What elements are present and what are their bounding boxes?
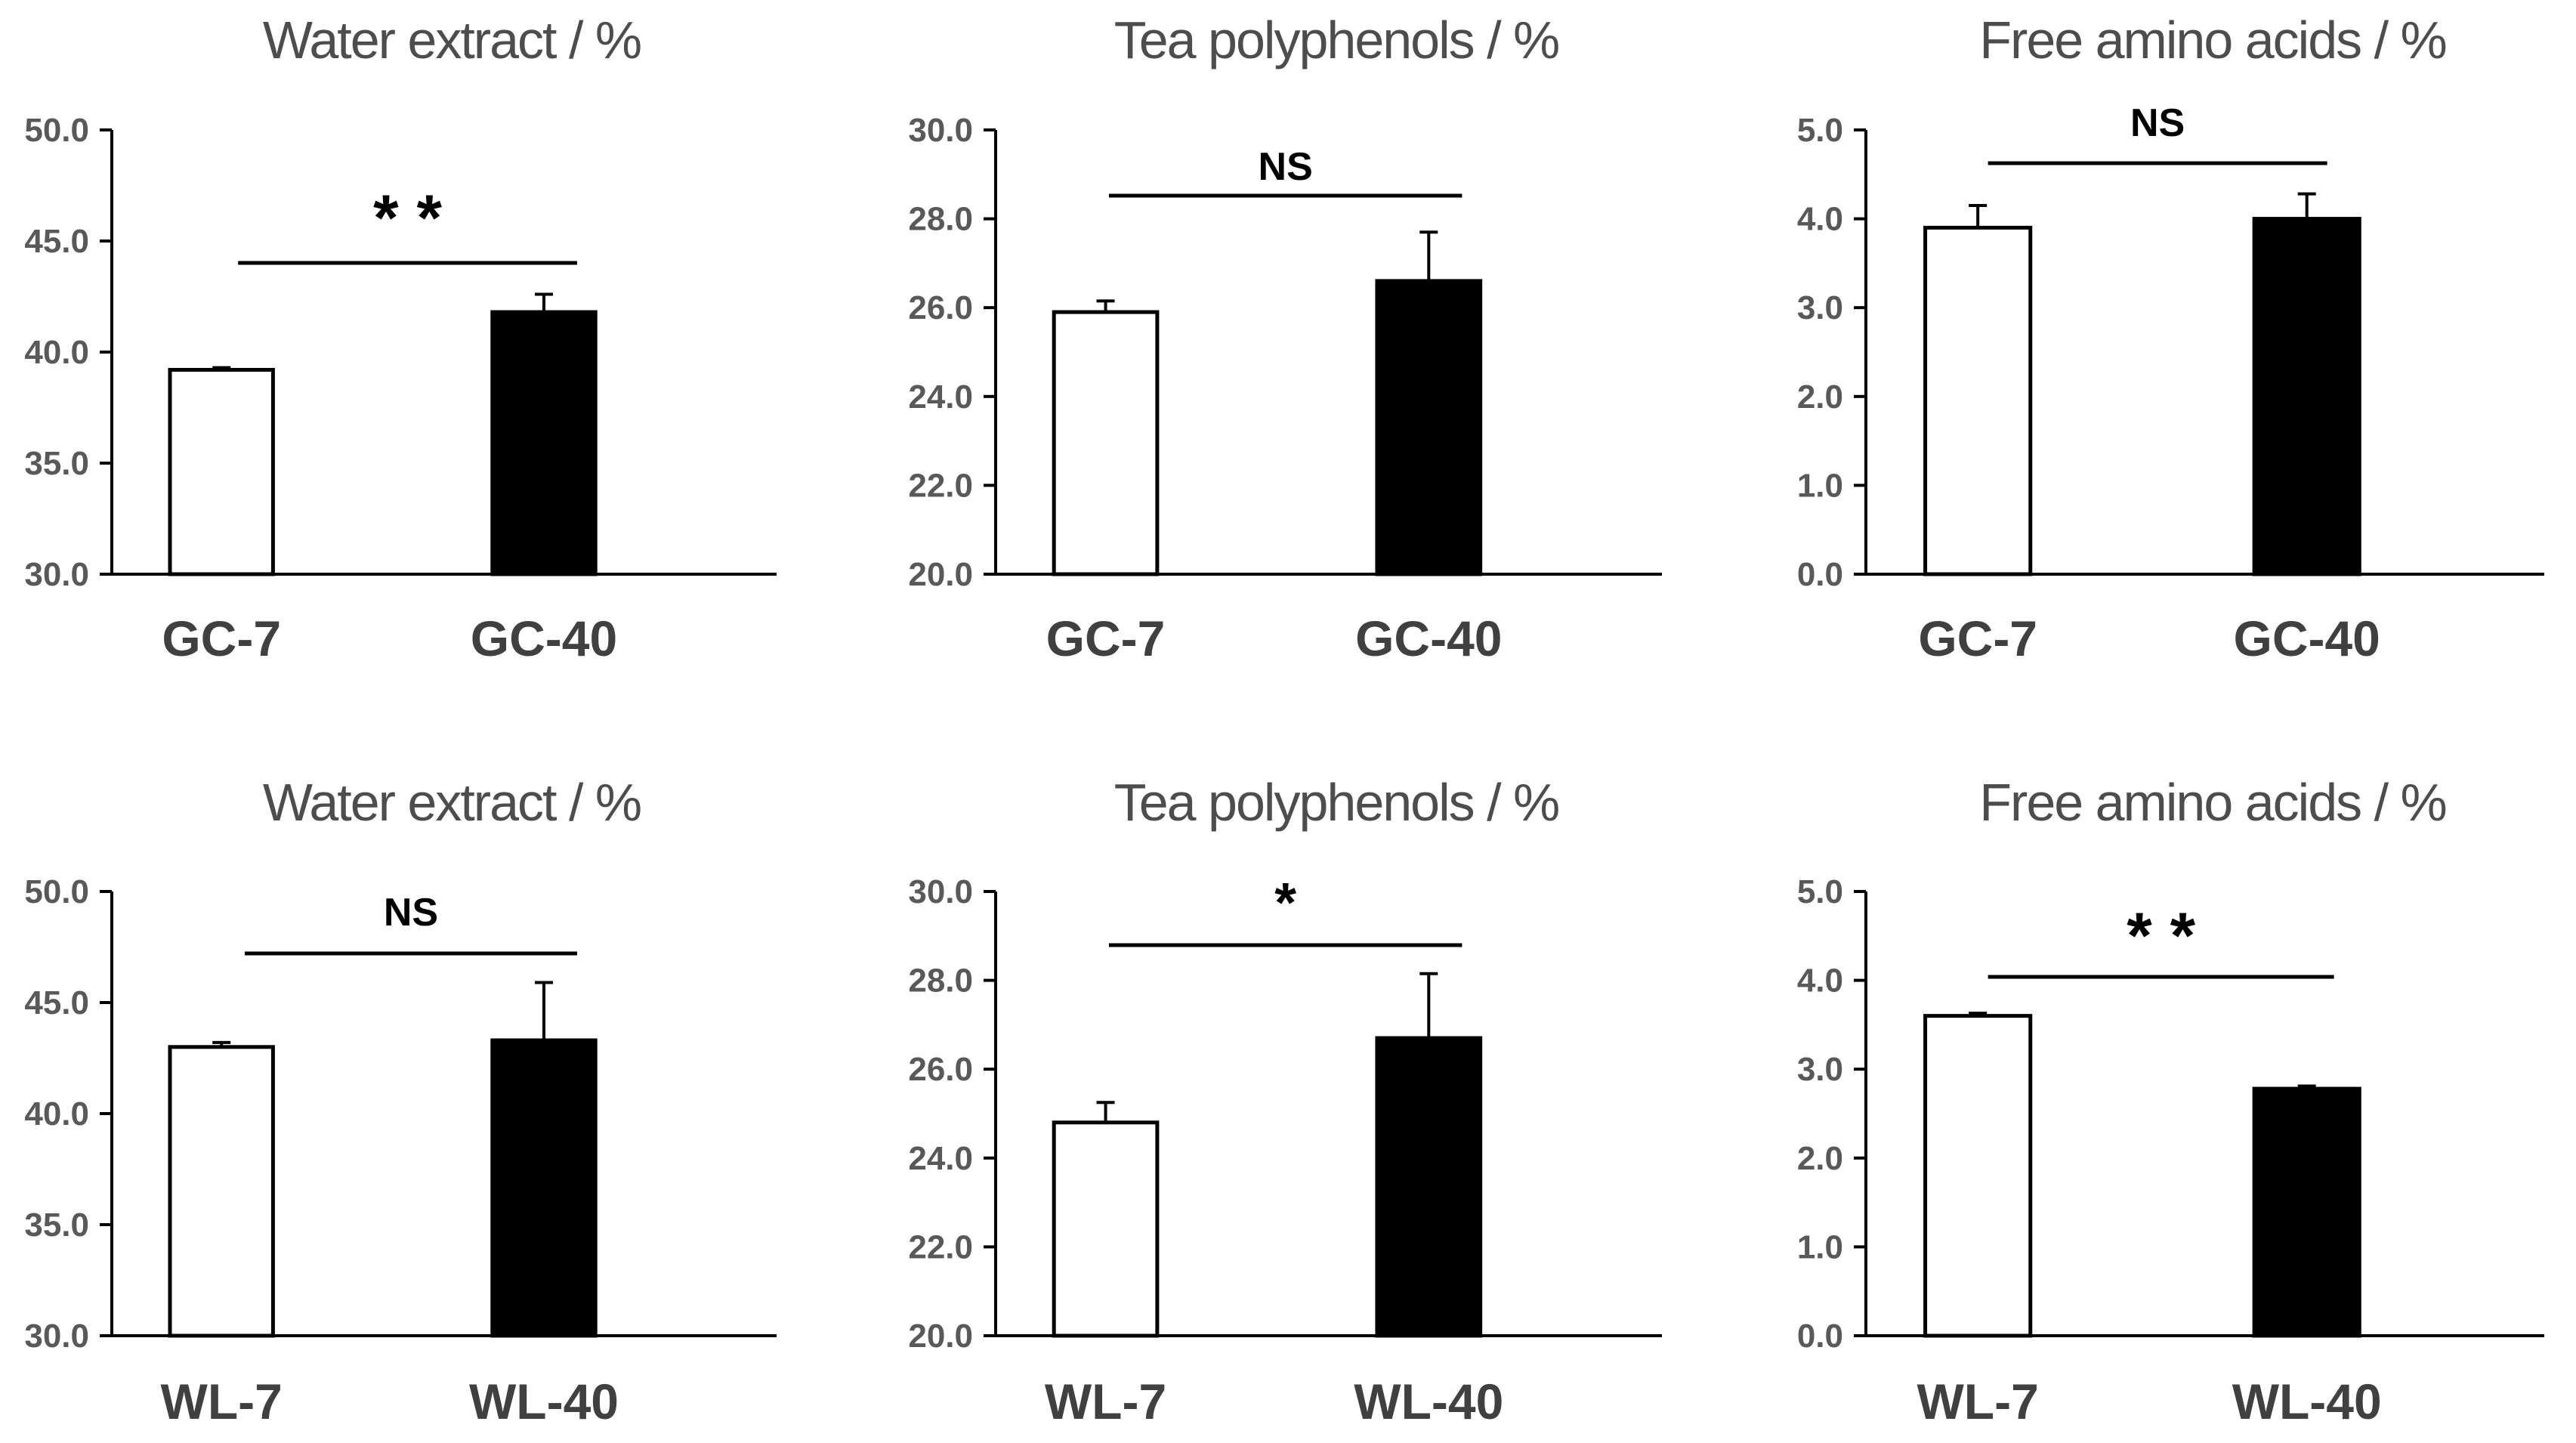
y-tick-label: 28.0 — [908, 963, 973, 1000]
bar-gc-40 — [1375, 279, 1483, 576]
chart-panel-2: Tea polyphenols / % 20.0 22.0 24.0 26.0 28.0 3… — [908, 11, 1662, 666]
y-tick-label: 3.0 — [1797, 1051, 1843, 1088]
significance-label: NS — [2130, 101, 2185, 145]
bar-gc-7 — [1052, 310, 1160, 576]
y-tick-label: 3.0 — [1797, 289, 1843, 326]
x-tick-label: GC-7 — [1918, 610, 2037, 666]
y-tick-label: 30.0 — [24, 1318, 89, 1355]
chart-panel-4: Water extract / % 30.0 35.0 40.0 45.0 50.0 WL-… — [24, 773, 777, 1429]
y-tick-label: 2.0 — [1797, 379, 1843, 416]
y-tick-label: 28.0 — [908, 201, 973, 238]
x-tick-label: WL-40 — [469, 1373, 619, 1429]
y-tick-label: 26.0 — [908, 1051, 973, 1088]
chart-title: Free amino acids / % — [1979, 773, 2445, 832]
significance-label: NS — [1259, 145, 1313, 189]
y-tick-label: 24.0 — [908, 1140, 973, 1177]
bar-gc-40 — [2252, 217, 2361, 576]
y-tick-label: 45.0 — [24, 223, 89, 260]
y-tick-label: 0.0 — [1797, 1318, 1843, 1355]
y-tick-label: 22.0 — [908, 1228, 973, 1265]
significance-label: * * — [2127, 900, 2195, 972]
y-tick-label: 30.0 — [24, 556, 89, 593]
y-tick-label: 0.0 — [1797, 556, 1843, 593]
y-tick-label: 4.0 — [1797, 963, 1843, 1000]
y-tick-label: 40.0 — [24, 334, 89, 371]
y-tick-label: 4.0 — [1797, 201, 1843, 238]
y-tick-label: 1.0 — [1797, 1228, 1843, 1265]
y-tick-label: 20.0 — [908, 556, 973, 593]
x-tick-label: WL-7 — [161, 1373, 283, 1429]
y-tick-label: 5.0 — [1797, 873, 1843, 910]
x-tick-label: WL-7 — [1045, 1373, 1166, 1429]
x-tick-label: WL-40 — [2232, 1373, 2382, 1429]
y-tick-label: 26.0 — [908, 289, 973, 326]
y-tick-label: 50.0 — [24, 873, 89, 910]
bar-gc-7 — [1923, 225, 2033, 576]
significance-label: NS — [384, 891, 438, 935]
chart-panel-6: Free amino acids / % 0.0 1.0 2.0 3.0 4.0 5.0 WL… — [1797, 773, 2544, 1429]
bar-wl-40 — [2252, 1086, 2361, 1338]
y-tick-label: 40.0 — [24, 1095, 89, 1132]
x-tick-label: GC-7 — [162, 610, 281, 666]
bar-wl-7 — [1923, 1014, 2033, 1338]
y-tick-label: 30.0 — [908, 873, 973, 910]
y-tick-label: 2.0 — [1797, 1140, 1843, 1177]
y-tick-label: 45.0 — [24, 984, 89, 1021]
significance-label: * * — [373, 182, 442, 255]
y-tick-label: 30.0 — [908, 112, 973, 149]
y-tick-label: 35.0 — [24, 445, 89, 482]
y-tick-label: 22.0 — [908, 467, 973, 504]
chart-title: Tea polyphenols / % — [1114, 11, 1559, 70]
y-tick-label: 24.0 — [908, 379, 973, 416]
chart-title: Tea polyphenols / % — [1114, 773, 1559, 832]
bar-wl-40 — [490, 1038, 598, 1338]
significance-label: * — [1274, 871, 1296, 934]
chart-title: Free amino acids / % — [1979, 11, 2445, 70]
bar-wl-7 — [168, 1045, 275, 1338]
x-tick-label: GC-40 — [2234, 610, 2380, 666]
x-tick-label: GC-40 — [471, 610, 617, 666]
bar-gc-7 — [168, 368, 275, 576]
bar-wl-7 — [1052, 1120, 1160, 1338]
x-tick-label: WL-40 — [1354, 1373, 1503, 1429]
y-tick-label: 50.0 — [24, 112, 89, 149]
chart-panel-3: Free amino acids / % 0.0 1.0 2.0 3.0 4.0 5.0 GC… — [1797, 11, 2544, 666]
y-tick-label: 1.0 — [1797, 467, 1843, 504]
chart-title: Water extract / % — [263, 773, 641, 832]
x-tick-label: GC-40 — [1355, 610, 1502, 666]
chart-title: Water extract / % — [263, 11, 641, 70]
chart-panel-5: Tea polyphenols / % 20.0 22.0 24.0 26.0 28.0 3… — [908, 773, 1662, 1429]
x-tick-label: GC-7 — [1046, 610, 1166, 666]
y-tick-label: 35.0 — [24, 1207, 89, 1244]
chart-panel-1: Water extract / % 30.0 35.0 40.0 45.0 50.0 GC-… — [24, 11, 777, 666]
y-tick-label: 20.0 — [908, 1318, 973, 1355]
bar-wl-40 — [1375, 1036, 1483, 1338]
bar-gc-40 — [490, 310, 598, 576]
y-tick-label: 5.0 — [1797, 112, 1843, 149]
x-tick-label: WL-7 — [1917, 1373, 2039, 1429]
